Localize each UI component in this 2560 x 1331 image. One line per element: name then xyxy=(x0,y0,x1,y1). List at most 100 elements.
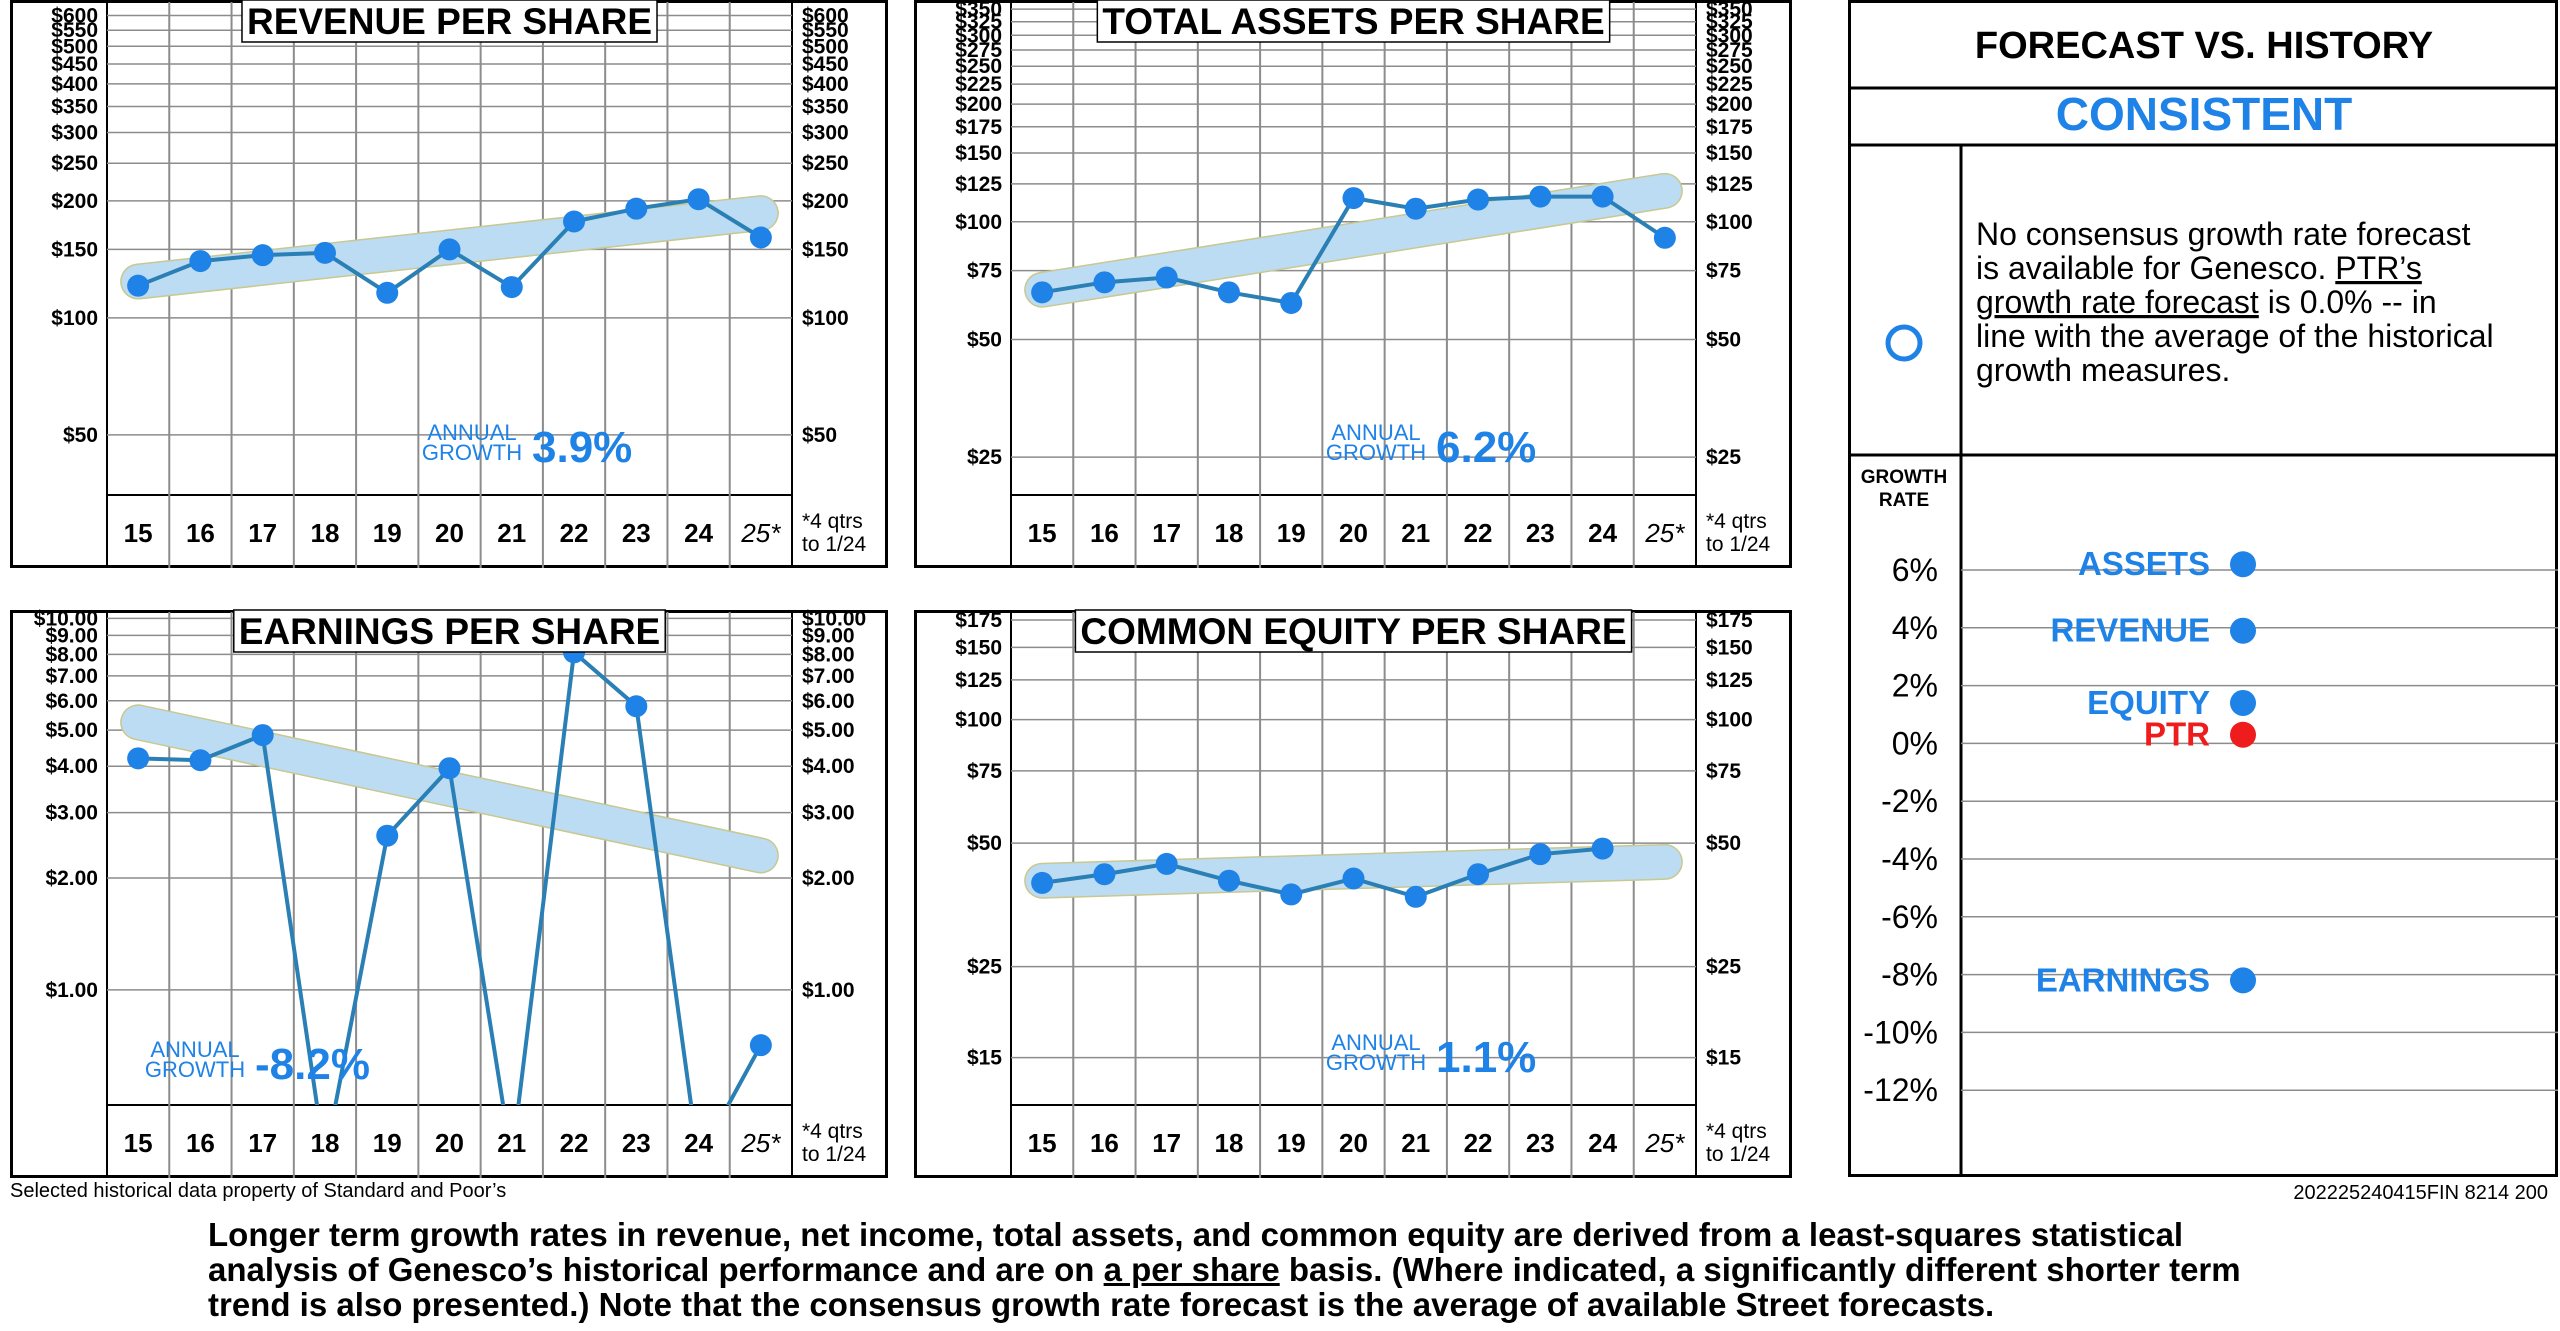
assets-ytick-left: $350 xyxy=(955,0,1002,21)
assets-data-point xyxy=(1155,266,1178,289)
earnings-data-point xyxy=(251,724,274,747)
equity-data-point xyxy=(1529,843,1552,866)
equity-chart-svg: $15 $15 $25 $25 $50 $50 $75 $75 $100 $100 $125 $125… xyxy=(914,609,1792,1178)
consistency-circle-icon xyxy=(1885,324,1923,362)
forecast-label-equity: EQUITY xyxy=(2087,684,2210,721)
revenue-ytick-right: $300 xyxy=(802,121,849,144)
forecast-ytick: 0% xyxy=(1892,725,1938,761)
forecast-note-line-2-text: is available for Genesco. xyxy=(1976,250,2326,286)
earnings-ytick-left: $9.00 xyxy=(45,624,98,647)
revenue-ytick-right: $500 xyxy=(802,35,849,58)
revenue-chart-svg: $50 $50 $100 $100 $150 $150 $200 $200 $250 $250 $3… xyxy=(10,0,888,568)
revenue-ytick-left: $50 xyxy=(63,424,98,447)
earnings-title-box xyxy=(233,609,666,653)
revenue-ytick-right: $200 xyxy=(802,190,849,213)
assets-growth-value: 6.2% xyxy=(1436,423,1536,472)
equity-growth-label-1: ANNUAL xyxy=(1331,1030,1420,1055)
earnings-ytick-right: $6.00 xyxy=(802,690,855,713)
forecast-note-line-5: growth measures. xyxy=(1976,352,2230,388)
forecast-point-earnings xyxy=(2230,967,2256,994)
equity-data-point xyxy=(1467,863,1490,886)
earnings-footnote-1: *4 qtrs xyxy=(802,1120,863,1143)
assets-ytick-right: $150 xyxy=(1706,142,1753,165)
equity-ytick-right: $175 xyxy=(1706,609,1753,632)
methodology-note: Longer term growth rates in revenue, net… xyxy=(208,1217,2358,1322)
revenue-data-point xyxy=(251,244,274,267)
earnings-ytick-right: $3.00 xyxy=(802,802,855,825)
forecast-frame xyxy=(1848,0,2558,1177)
equity-footnote-2: to 1/24 xyxy=(1706,1143,1771,1166)
assets-title: TOTAL ASSETS PER SHARE xyxy=(1102,1,1604,42)
forecast-ytick: 4% xyxy=(1892,610,1938,646)
revenue-ytick-left: $550 xyxy=(51,19,98,42)
assets-category-label: 25* xyxy=(1644,518,1685,548)
revenue-category-label: 23 xyxy=(622,518,651,548)
assets-category-label: 18 xyxy=(1214,518,1243,548)
earnings-data-point xyxy=(189,749,212,772)
equity-title: COMMON EQUITY PER SHARE xyxy=(1080,611,1626,652)
earnings-growth-label-2: GROWTH xyxy=(145,1057,245,1082)
forecast-note-line-2: is available for Genesco. PTR’s xyxy=(1976,250,2422,286)
earnings-category-label: 16 xyxy=(186,1128,215,1158)
methodology-line-2a: analysis of Genesco’s historical perform… xyxy=(208,1251,1095,1288)
equity-ytick-right: $25 xyxy=(1706,956,1741,979)
earnings-category-label: 24 xyxy=(684,1128,713,1158)
revenue-footnote-1: *4 qtrs xyxy=(802,510,863,533)
equity-ytick-right: $50 xyxy=(1706,832,1741,855)
equity-ytick-right: $15 xyxy=(1706,1047,1741,1070)
earnings-ytick-left: $2.00 xyxy=(45,867,98,890)
revenue-data-point xyxy=(500,276,523,299)
methodology-line-2: analysis of Genesco’s historical perform… xyxy=(208,1252,2358,1287)
revenue-category-label: 22 xyxy=(560,518,589,548)
report-code: 202225240415FIN 8214 200 xyxy=(2293,1182,2548,1204)
growth-rate-axis-title-1: GROWTH xyxy=(1861,467,1948,488)
equity-series-line xyxy=(1041,846,1603,899)
forecast-title: FORECAST VS. HISTORY xyxy=(1975,25,2433,67)
ptr-link[interactable]: PTR’s xyxy=(2335,250,2422,286)
assets-ytick-right: $275 xyxy=(1706,39,1753,62)
revenue-ytick-right: $450 xyxy=(802,53,849,76)
assets-footnote-1: *4 qtrs xyxy=(1706,510,1767,533)
growth-rate-forecast-link[interactable]: growth rate forecast xyxy=(1976,284,2259,320)
common-equity-per-share-chart: $15 $15 $25 $25 $50 $50 $75 $75 $100 $100 $125 $125… xyxy=(914,609,1792,1178)
methodology-line-3: trend is also presented.) Note that the … xyxy=(208,1286,1995,1323)
earnings-data-point xyxy=(749,1034,772,1057)
assets-category-label: 24 xyxy=(1588,518,1617,548)
forecast-ytick: -10% xyxy=(1863,1014,1938,1050)
earnings-data-point xyxy=(376,824,399,847)
equity-growth-label-2: GROWTH xyxy=(1326,1050,1426,1075)
assets-ytick-right: $325 xyxy=(1706,11,1753,34)
earnings-category-label: 17 xyxy=(248,1128,277,1158)
equity-data-point xyxy=(1217,869,1240,892)
assets-trend-band xyxy=(1025,174,1682,307)
revenue-ytick-left: $150 xyxy=(51,238,98,261)
forecast-ytick: -2% xyxy=(1881,783,1938,819)
earnings-ytick-left: $10.00 xyxy=(34,607,98,630)
revenue-per-share-chart: $50 $50 $100 $100 $150 $150 $200 $200 $250 $250 $3… xyxy=(10,0,888,568)
revenue-ytick-left: $250 xyxy=(51,152,98,175)
earnings-growth-value: -8.2% xyxy=(255,1040,370,1089)
earnings-category-label: 18 xyxy=(310,1128,339,1158)
forecast-label-earnings: EARNINGS xyxy=(2036,961,2210,998)
revenue-category-label: 21 xyxy=(497,518,526,548)
forecast-label-assets: ASSETS xyxy=(2078,545,2210,582)
earnings-growth-label-1: ANNUAL xyxy=(150,1037,239,1062)
equity-ytick-left: $125 xyxy=(955,669,1002,692)
assets-data-point xyxy=(1280,291,1303,314)
revenue-data-point xyxy=(749,226,772,249)
forecast-point-ptr xyxy=(2230,721,2256,748)
revenue-ytick-right: $600 xyxy=(802,5,849,28)
revenue-ytick-left: $400 xyxy=(51,73,98,96)
assets-category-label: 16 xyxy=(1090,518,1119,548)
forecast-note-line-4: line with the average of the historical xyxy=(1976,318,2494,354)
earnings-ytick-right: $7.00 xyxy=(802,665,855,688)
assets-ytick-right: $300 xyxy=(1706,24,1753,47)
revenue-category-label: 24 xyxy=(684,518,713,548)
equity-data-point xyxy=(1155,852,1178,875)
revenue-ytick-left: $450 xyxy=(51,53,98,76)
revenue-footnote-2: to 1/24 xyxy=(802,533,867,556)
revenue-ytick-right: $150 xyxy=(802,238,849,261)
per-share-link[interactable]: a per share xyxy=(1103,1251,1280,1288)
revenue-title: REVENUE PER SHARE xyxy=(247,1,652,42)
assets-ytick-left: $75 xyxy=(967,260,1002,283)
